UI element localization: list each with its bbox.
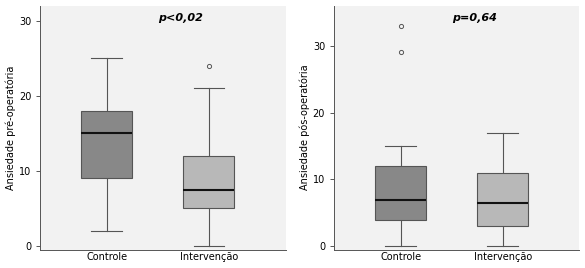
FancyBboxPatch shape bbox=[183, 156, 235, 208]
Y-axis label: Ansiedade pré-operatória: Ansiedade pré-operatória bbox=[5, 65, 16, 190]
FancyBboxPatch shape bbox=[375, 166, 426, 219]
Y-axis label: Ansiedade pós-operatória: Ansiedade pós-operatória bbox=[300, 65, 310, 191]
FancyBboxPatch shape bbox=[477, 173, 528, 226]
Text: p<0,02: p<0,02 bbox=[158, 13, 203, 23]
FancyBboxPatch shape bbox=[81, 111, 132, 178]
Text: p=0,64: p=0,64 bbox=[452, 13, 497, 23]
